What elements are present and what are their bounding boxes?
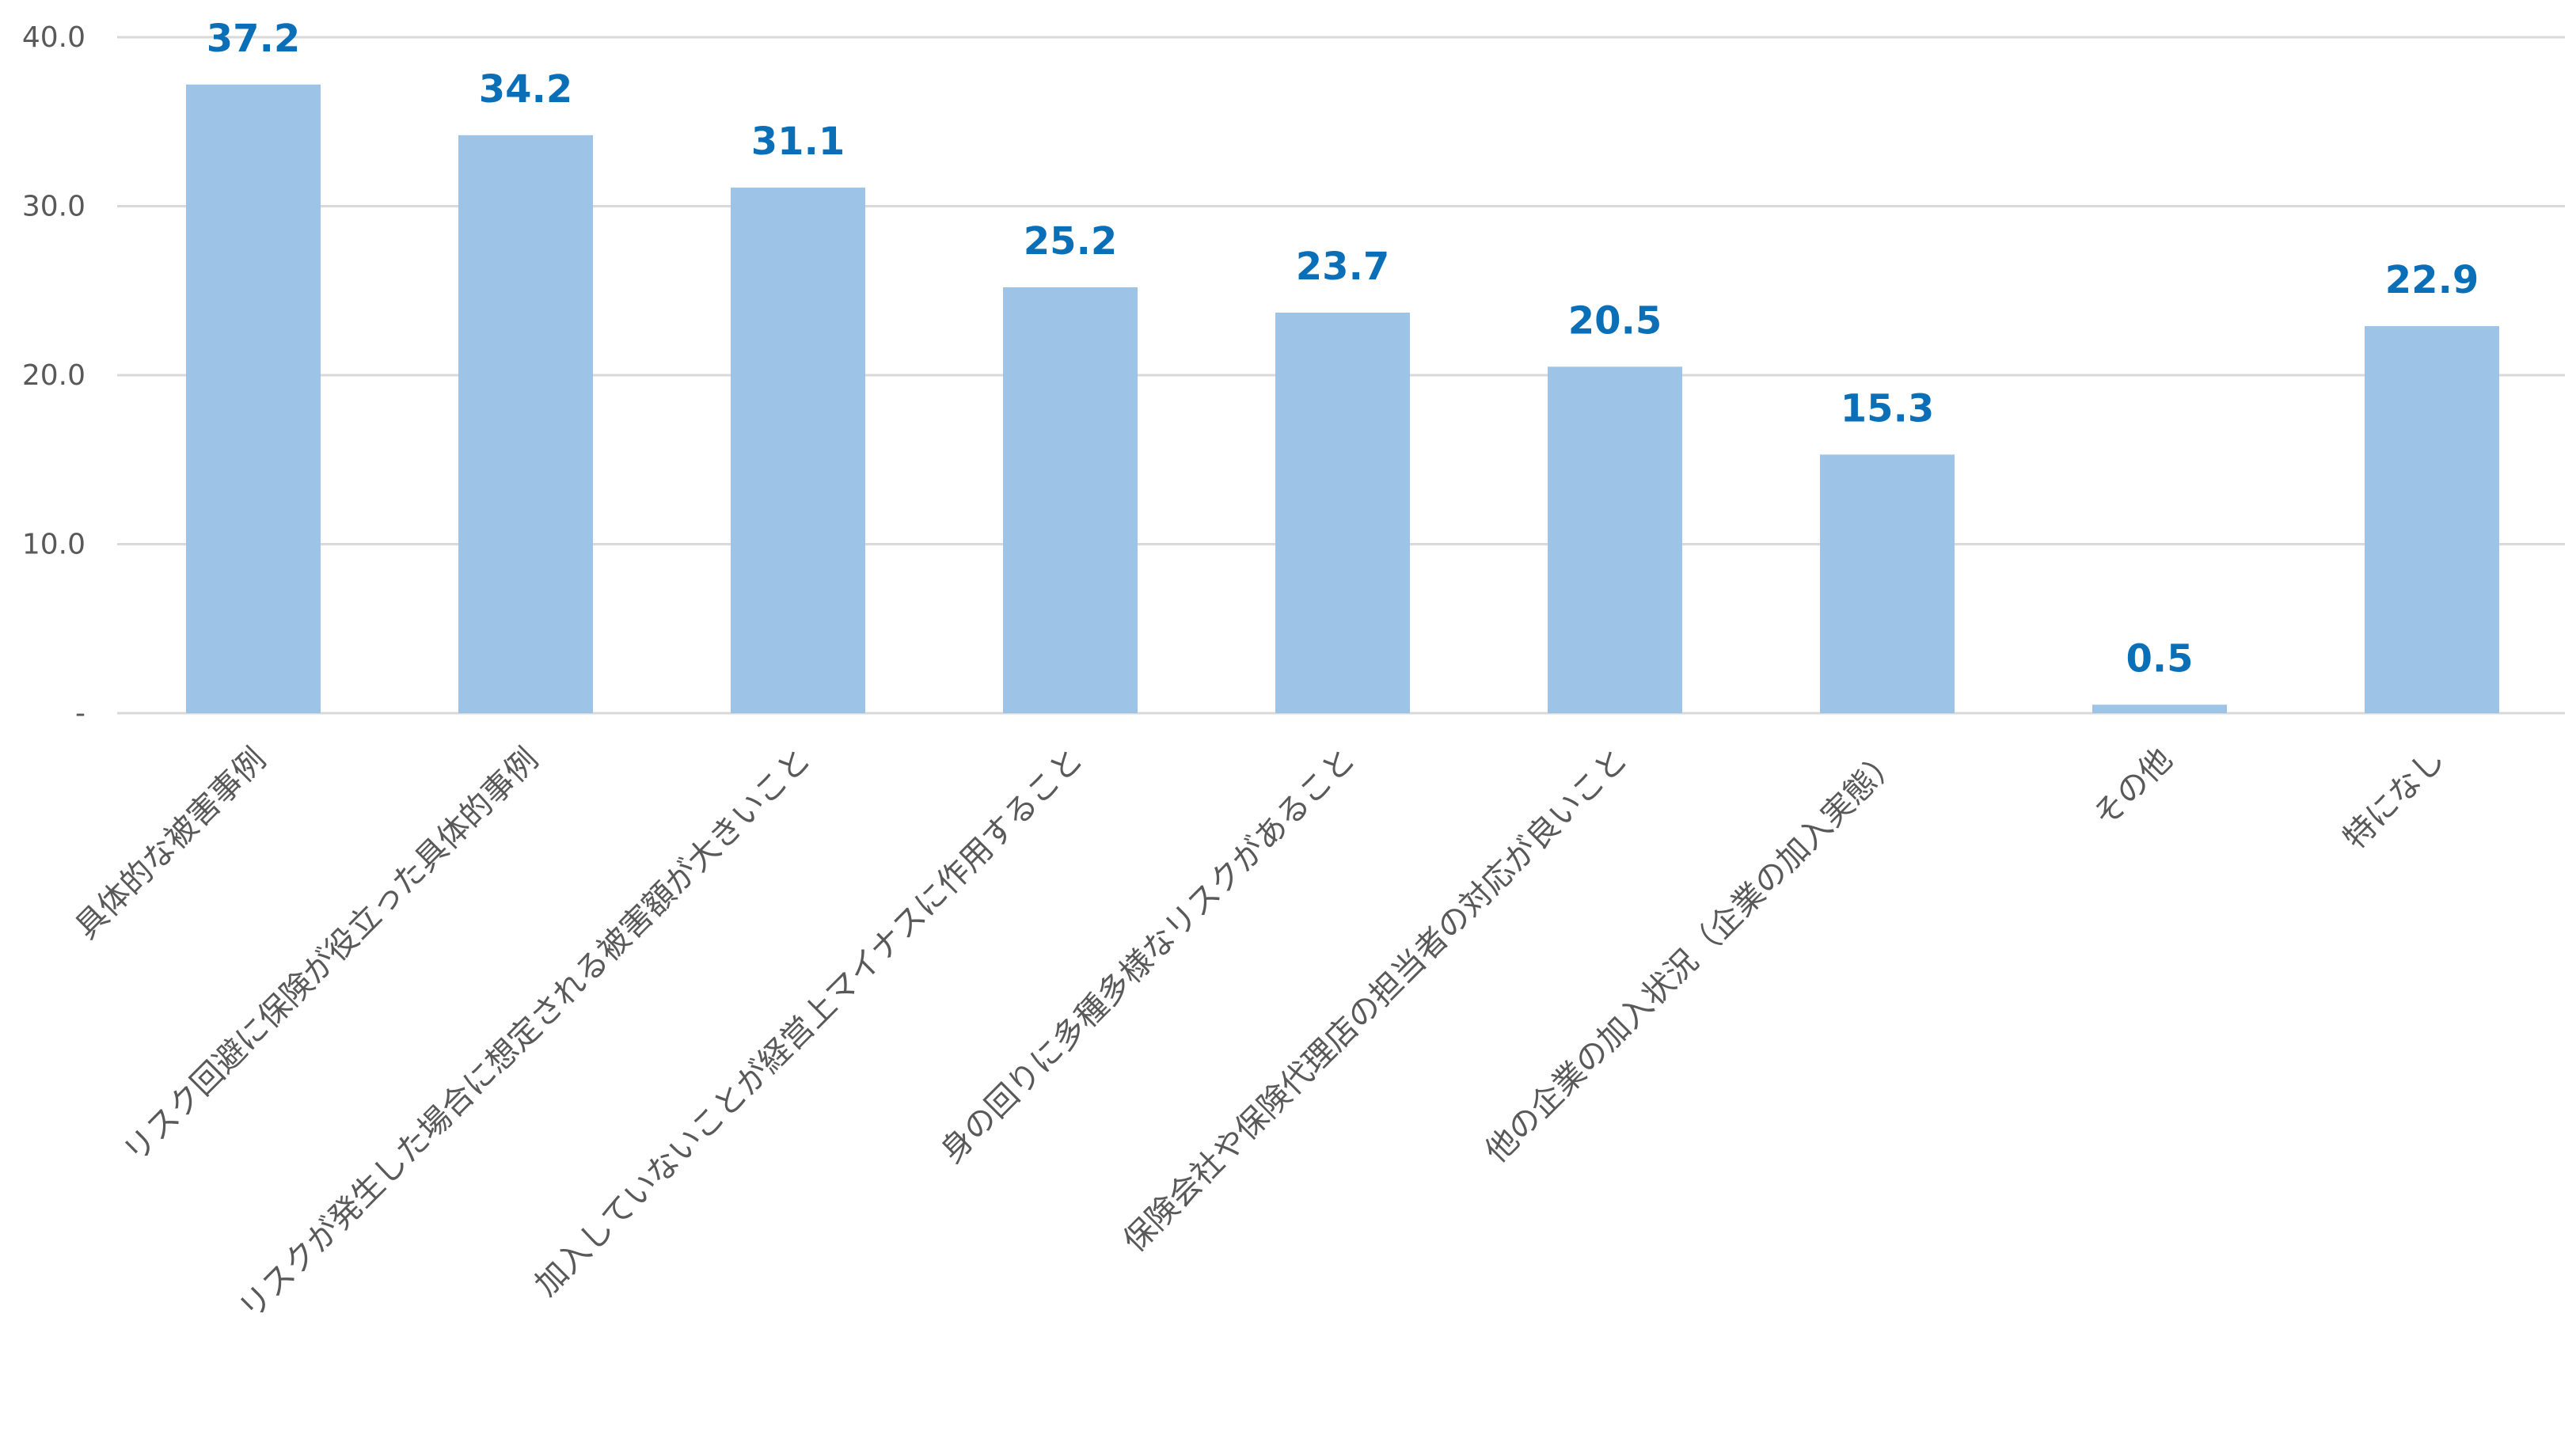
data-label: 37.2	[207, 17, 300, 61]
data-label: 25.2	[1024, 219, 1117, 264]
bar	[1548, 366, 1682, 713]
y-tick-label: 30.0	[22, 191, 85, 223]
data-label: 0.5	[2126, 636, 2193, 681]
x-tick-label: リスクが発生した場合に想定される被害額が大きいこと	[232, 742, 818, 1327]
data-labels: 37.2 34.2 31.1 25.2 23.7 20.5 15.3 0.5 22.9	[207, 17, 2479, 681]
y-tick-label: 10.0	[22, 529, 85, 561]
bar	[731, 188, 865, 713]
bar	[2092, 704, 2227, 713]
data-label: 31.1	[751, 120, 845, 164]
data-label: 22.9	[2385, 258, 2479, 302]
bar	[1003, 287, 1138, 714]
x-tick-label: 保険会社や保険代理店の担当者の対応が良いこと	[1116, 742, 1635, 1260]
data-label: 34.2	[479, 67, 572, 112]
bar	[186, 84, 321, 713]
data-label: 15.3	[1841, 386, 1934, 431]
x-tick-label: 身の回りに多種多様なリスクがあること	[933, 742, 1362, 1171]
x-tick-label: 他の企業の加入状況（企業の加入実態）	[1478, 742, 1907, 1171]
x-axis-ticks: 具体的な被害事例リスク回避に保険が役立った具体的事例リスクが発生した場合に想定さ…	[68, 742, 2452, 1327]
data-label: 23.7	[1296, 245, 1389, 289]
y-axis-ticks: - 10.0 20.0 30.0 40.0	[22, 21, 85, 730]
bar	[1275, 313, 1410, 713]
y-tick-label: 40.0	[22, 21, 85, 54]
x-tick-label: その他	[2087, 742, 2179, 834]
y-tick-label: -	[75, 697, 85, 730]
x-tick-label: 加入していないことが経営上マイナスに作用すること	[528, 742, 1090, 1304]
x-tick-label: 特になし	[2336, 742, 2452, 857]
data-label: 20.5	[1568, 298, 1662, 343]
x-tick-label: リスク回避に保険が役立った具体的事例	[116, 742, 545, 1171]
y-tick-label: 20.0	[22, 359, 85, 392]
x-tick-label: 具体的な被害事例	[68, 742, 273, 947]
bar	[458, 135, 593, 713]
bar-layer	[186, 84, 2499, 714]
bar	[2365, 326, 2499, 713]
bar	[1820, 454, 1955, 713]
